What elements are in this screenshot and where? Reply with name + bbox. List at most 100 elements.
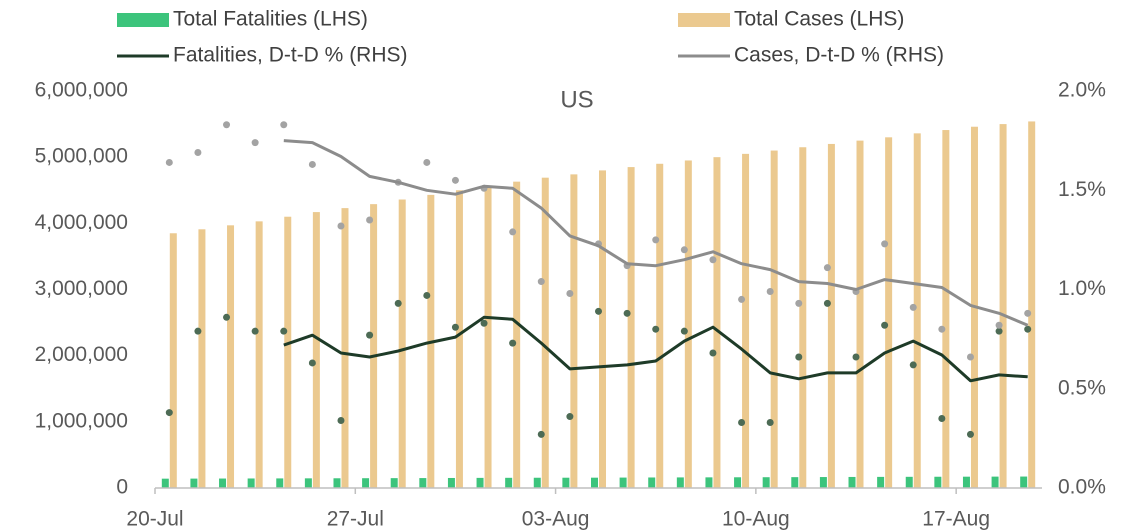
bar <box>705 477 713 488</box>
dot <box>680 246 688 254</box>
legend-label: Fatalities, D-t-D % (RHS) <box>173 44 408 67</box>
x-tick-label: 20-Jul <box>126 508 183 531</box>
bar <box>276 478 284 488</box>
dot <box>909 361 917 369</box>
bar <box>562 477 570 488</box>
dot <box>938 415 946 423</box>
dot <box>995 321 1003 329</box>
bar <box>856 140 864 488</box>
bar <box>942 130 950 488</box>
dot <box>823 299 831 307</box>
bar <box>541 177 549 488</box>
bar <box>455 190 463 488</box>
line <box>283 139 1029 327</box>
dot <box>823 264 831 272</box>
bar <box>341 208 349 489</box>
y2-tick-label: 2.0% <box>1058 79 1106 102</box>
dot <box>509 228 517 236</box>
bar <box>799 147 807 488</box>
bar <box>312 212 320 488</box>
bar <box>247 478 255 488</box>
bar <box>284 216 292 488</box>
bar <box>734 477 742 488</box>
bar <box>591 477 598 488</box>
y-tick-label: 0 <box>116 476 128 499</box>
bar <box>619 477 627 488</box>
legend-label: Total Fatalities (LHS) <box>173 8 368 31</box>
dot <box>795 353 803 361</box>
y-tick-label: 5,000,000 <box>35 145 128 168</box>
bar <box>513 181 521 489</box>
bar <box>533 477 541 488</box>
legend-label: Total Cases (LHS) <box>734 8 904 31</box>
dot <box>738 418 746 426</box>
bar <box>656 163 664 489</box>
y2-tick-label: 1.0% <box>1058 277 1106 300</box>
bar <box>219 478 227 488</box>
bar <box>304 478 312 488</box>
dot <box>165 158 173 166</box>
bar <box>390 478 398 488</box>
dot <box>251 327 259 335</box>
bar <box>190 478 198 488</box>
dot <box>938 325 946 333</box>
bar <box>484 185 492 488</box>
dot <box>280 327 288 335</box>
bar <box>227 225 235 488</box>
y-tick-label: 2,000,000 <box>35 343 128 366</box>
dot <box>537 278 545 286</box>
legend-swatch <box>117 13 169 27</box>
bar <box>742 153 750 488</box>
bar <box>570 174 578 488</box>
bar <box>627 167 635 488</box>
legend-label: Cases, D-t-D % (RHS) <box>734 44 944 67</box>
bar <box>991 476 999 488</box>
dot <box>308 359 316 367</box>
dot <box>537 430 545 438</box>
dot <box>194 149 202 157</box>
x-tick-label: 27-Jul <box>327 508 384 531</box>
legend: Total Fatalities (LHS) Total Cases (LHS) F… <box>117 8 944 67</box>
bar <box>848 476 856 488</box>
y2-tick-label: 1.5% <box>1058 178 1106 201</box>
dot <box>652 325 660 333</box>
bar <box>999 124 1007 488</box>
bar <box>161 478 169 488</box>
bar <box>827 143 835 488</box>
y-tick-label: 1,000,000 <box>35 409 128 432</box>
y2-tick-label: 0.5% <box>1058 376 1106 399</box>
bar <box>599 170 606 488</box>
dot <box>766 287 774 295</box>
dot <box>251 139 259 147</box>
bar <box>362 478 370 488</box>
dot <box>451 176 459 184</box>
bar <box>819 477 827 488</box>
dot <box>881 240 889 248</box>
dot <box>451 323 459 331</box>
bar <box>419 478 427 488</box>
dot <box>1024 325 1032 333</box>
bar <box>505 477 513 488</box>
x-tick-label: 03-Aug <box>522 508 590 531</box>
bar <box>877 476 885 488</box>
dot <box>194 327 202 335</box>
dot <box>881 321 889 329</box>
bar <box>676 477 684 488</box>
bar <box>447 477 455 488</box>
dot <box>1024 309 1032 317</box>
dot <box>566 289 574 297</box>
bar <box>333 478 341 488</box>
y-tick-label: 3,000,000 <box>35 277 128 300</box>
bar <box>648 477 656 488</box>
legend-swatch <box>678 13 730 27</box>
dot <box>852 353 860 361</box>
bar <box>1028 121 1036 488</box>
dot <box>165 409 173 417</box>
bar <box>476 477 484 488</box>
y-tick-label: 4,000,000 <box>35 211 128 234</box>
bar <box>370 204 378 488</box>
dot <box>308 160 316 168</box>
x-tick-label: 10-Aug <box>722 508 790 531</box>
chart-title: US <box>560 86 593 113</box>
bar <box>684 160 692 488</box>
